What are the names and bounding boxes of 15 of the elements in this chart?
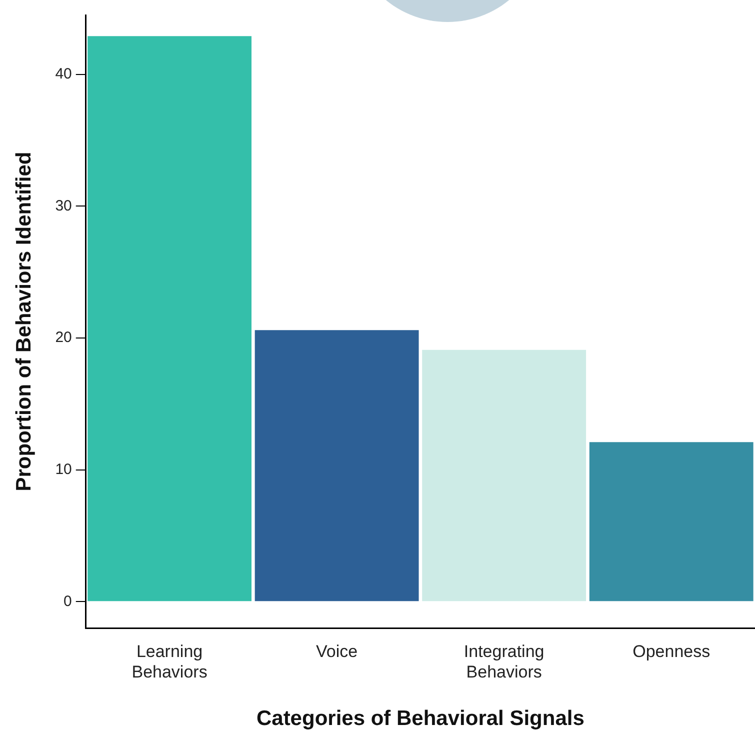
bar xyxy=(422,350,586,602)
bar xyxy=(589,442,754,602)
x-tick-label: Integrating Behaviors xyxy=(464,642,544,682)
x-tick-label: Voice xyxy=(316,642,358,661)
y-tick-label: 40 xyxy=(55,65,72,82)
bar xyxy=(254,330,419,602)
y-axis-title: Proportion of Behaviors Identified xyxy=(12,152,36,492)
x-tick-label: Learning Behaviors xyxy=(132,642,208,682)
x-axis-title: Categories of Behavioral Signals xyxy=(256,707,584,730)
y-tick-label: 30 xyxy=(55,197,72,214)
bar xyxy=(88,36,252,602)
y-tick-label: 0 xyxy=(64,592,72,610)
x-tick-label: Openness xyxy=(632,642,710,661)
y-tick-label: 20 xyxy=(55,329,72,346)
y-tick-label: 10 xyxy=(55,460,72,478)
